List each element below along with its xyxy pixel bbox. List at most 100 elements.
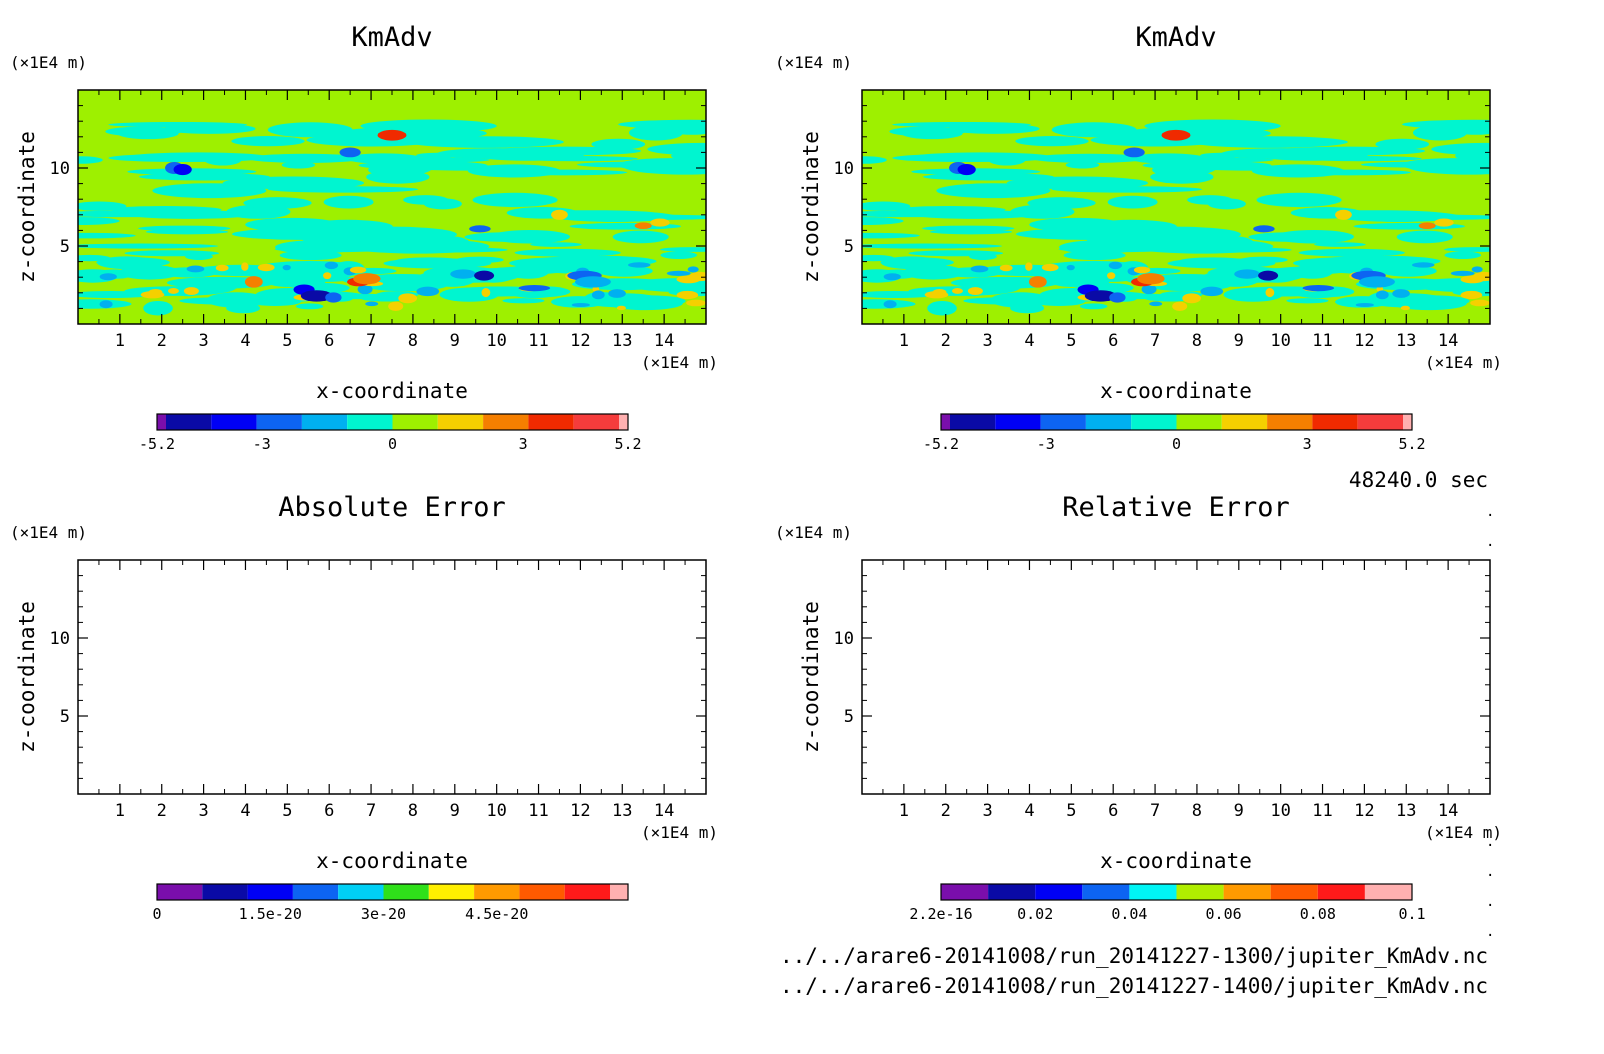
contour-extremum <box>1335 209 1352 220</box>
contour-region <box>423 198 462 210</box>
contour-region <box>279 250 342 261</box>
colorbar-frame <box>156 413 629 431</box>
x-tick-label: 9 <box>1234 331 1244 351</box>
x-tick-label: 14 <box>1438 331 1458 351</box>
contour-region <box>881 256 940 270</box>
contour-region <box>267 186 419 193</box>
colorbar-segment <box>1129 884 1177 900</box>
y-tick-label: 10 <box>50 159 70 179</box>
x-tick-label: 10 <box>1270 331 1290 351</box>
contour-extremum <box>1109 292 1126 303</box>
y-unit-label: (×1E4 m) <box>775 53 852 72</box>
contour-region <box>183 287 199 296</box>
colorbar-segment <box>392 414 438 430</box>
contour-region <box>1392 289 1410 298</box>
x-tick-label: 1 <box>115 331 125 351</box>
contour-extremum <box>469 225 491 233</box>
colorbar-segment <box>941 884 989 900</box>
x-unit-label: (×1E4 m) <box>1425 353 1502 372</box>
contour-region <box>1108 261 1123 270</box>
colorbar-tick-label: -5.2 <box>139 435 175 453</box>
x-tick-label: 7 <box>366 801 376 821</box>
x-tick-label: 6 <box>1108 801 1118 821</box>
contour-region <box>591 138 646 150</box>
contour-region <box>1178 257 1248 266</box>
x-tick-label: 4 <box>1024 331 1034 351</box>
colorbar-frame <box>940 413 1413 431</box>
colorbar-tick-label: 0.1 <box>1398 905 1425 923</box>
contour-region <box>345 153 422 164</box>
colorbar-segment <box>995 414 1041 430</box>
x-tick-label: 10 <box>486 331 506 351</box>
contour-region <box>1375 290 1389 300</box>
contour-region <box>1471 266 1483 273</box>
colorbar-tick-label: 3 <box>519 435 528 453</box>
colorbar-segment <box>1267 414 1313 430</box>
contour-region <box>1355 302 1374 307</box>
contour-region <box>295 303 324 310</box>
contour-region <box>1470 299 1490 307</box>
contour-region <box>366 170 430 184</box>
colorbar-segment <box>166 414 212 430</box>
contour-region <box>167 288 179 294</box>
x-tick-label: 12 <box>1354 331 1374 351</box>
colorbar-tick-label: 5.2 <box>1398 435 1425 453</box>
contour-region <box>349 266 367 274</box>
x-tick-label: 13 <box>612 801 632 821</box>
colorbar-segment <box>1221 414 1268 430</box>
x-tick-label: 8 <box>1192 331 1202 351</box>
y-unit-label: (×1E4 m) <box>10 53 87 72</box>
contour-region <box>243 197 312 209</box>
contour-region <box>455 256 504 264</box>
contour-region <box>282 264 291 271</box>
x-tick-label: 2 <box>157 331 167 351</box>
contour-region <box>1016 228 1160 240</box>
contour-region <box>614 295 686 307</box>
colorbar-segment <box>483 414 529 430</box>
colorbar: 2.2e-16 0.02 0.04 0.06 0.08 0.1 <box>909 883 1426 923</box>
contour-region <box>1129 153 1206 164</box>
contour-extremum <box>1418 222 1436 230</box>
contour-region <box>179 297 264 305</box>
x-tick-label: 6 <box>324 331 334 351</box>
colorbar-tick-label: -3 <box>1037 435 1055 453</box>
panel-absolute-error: Absolute Error (×1E4 m) 1 2 3 4 5 6 7 8 9 10 11 12 1… <box>10 492 718 923</box>
contour-region <box>676 290 699 300</box>
colorbar-segment <box>1035 884 1083 900</box>
colorbar-segment <box>519 884 565 900</box>
contour-region <box>105 126 182 137</box>
contour-region <box>346 238 490 254</box>
contour-region <box>1041 263 1059 272</box>
colorbar-segment <box>1040 414 1086 430</box>
colorbar-segment <box>1176 884 1224 900</box>
contour-region <box>1063 250 1126 261</box>
contour-region <box>1396 230 1453 244</box>
x-tick-label: 6 <box>1108 331 1118 351</box>
contour-region <box>99 300 113 309</box>
contour-region <box>1182 293 1202 304</box>
contour-region <box>78 210 190 218</box>
contour-region <box>398 293 418 304</box>
colorbar-segment <box>247 884 293 900</box>
contour-region <box>437 148 556 159</box>
contour-region <box>910 152 1053 162</box>
heatmap-field <box>862 90 1490 324</box>
colorbar-tick-label: 0.02 <box>1017 905 1053 923</box>
contour-region <box>967 287 983 296</box>
colorbar-segment <box>1082 884 1130 900</box>
colorbar-tick-label: 3 <box>1303 435 1312 453</box>
contour-region <box>143 300 173 316</box>
contour-extremum <box>1234 269 1261 279</box>
contour-region <box>947 123 1040 134</box>
contour-region <box>78 299 132 309</box>
contour-region <box>501 169 628 176</box>
contour-region <box>908 250 1004 257</box>
colorbar-segment <box>292 884 339 900</box>
x-unit-label: (×1E4 m) <box>641 823 718 842</box>
contour-region <box>439 287 499 302</box>
contour-region <box>472 192 558 208</box>
